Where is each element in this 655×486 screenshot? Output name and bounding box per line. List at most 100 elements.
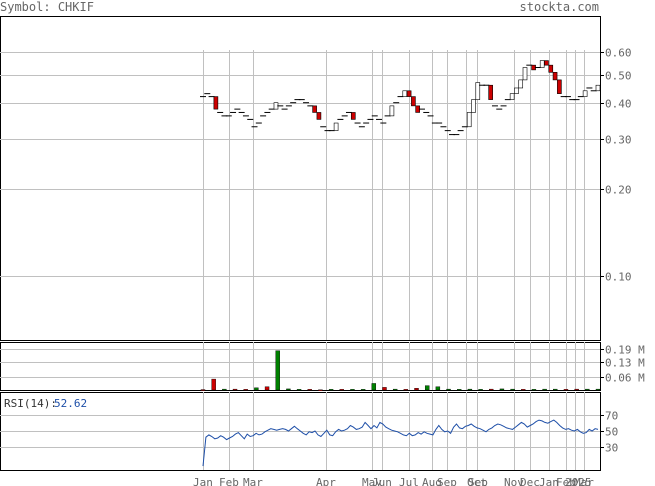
- price-candle: [333, 122, 339, 131]
- volume-bar: [286, 388, 291, 391]
- x-tick-label: Jun: [372, 476, 392, 486]
- price-candle: [475, 82, 481, 100]
- price-candle: [557, 79, 562, 94]
- price-candle: [389, 105, 395, 117]
- price-candle: [402, 90, 408, 97]
- volume-bar: [307, 389, 312, 391]
- price-candle: [544, 60, 549, 66]
- volume-y-tick-label: 0.19 M: [605, 344, 645, 357]
- price-y-tick-label: 0.60: [605, 47, 632, 60]
- price-y-tick-label: 0.30: [605, 134, 632, 147]
- price-y-tick-label: 0.20: [605, 184, 632, 197]
- x-tick-label: Apr: [316, 476, 336, 486]
- volume-bar: [264, 386, 270, 391]
- volume-bar: [489, 388, 494, 391]
- volume-bar: [211, 378, 216, 391]
- symbol-label: Symbol:: [0, 0, 51, 14]
- site-name[interactable]: stockta.com: [519, 0, 599, 14]
- price-candle: [582, 90, 588, 97]
- volume-bar: [457, 389, 462, 391]
- price-candle: [350, 112, 356, 120]
- volume-bar: [232, 388, 238, 391]
- price-candle: [316, 112, 322, 120]
- x-tick-label: Mar: [574, 476, 594, 486]
- volume-bar: [435, 386, 441, 391]
- x-tick-label: Jan: [539, 476, 559, 486]
- volume-bar: [243, 389, 248, 391]
- volume-bar: [328, 389, 334, 391]
- grid-lines: [0, 50, 604, 470]
- volume-bar: [563, 389, 569, 391]
- volume-bar: [350, 389, 355, 391]
- volume-bar: [446, 388, 451, 391]
- volume-bar: [531, 389, 537, 391]
- volume-bar: [542, 388, 547, 391]
- volume-bar: [200, 389, 206, 391]
- volume-y-tick-label: 0.06 M: [605, 372, 645, 385]
- x-tick-label: Sep: [468, 476, 488, 486]
- rsi-series: [202, 419, 599, 467]
- price-candle: [514, 87, 519, 94]
- price-candle: [312, 105, 317, 113]
- volume-bar: [414, 388, 419, 391]
- volume-bar: [392, 388, 398, 391]
- volume-y-tick-label: 0.13 M: [605, 357, 645, 370]
- price-candle: [488, 84, 493, 100]
- price-y-tick-label: 0.40: [605, 98, 632, 111]
- volume-bar: [403, 389, 409, 391]
- x-tick-label: Jul: [399, 476, 419, 486]
- x-tick-label: Feb: [556, 476, 576, 486]
- volume-bars: [200, 350, 601, 391]
- price-y-tick-label: 0.10: [605, 271, 632, 284]
- price-candle: [522, 67, 528, 81]
- price-y-tick-label: 0.50: [605, 70, 632, 83]
- x-tick-label: Jan: [193, 476, 213, 486]
- volume-bar: [499, 388, 505, 391]
- x-tick-label: Oct: [467, 476, 487, 486]
- price-candle: [411, 96, 416, 107]
- volume-bar: [275, 350, 280, 391]
- price-candles: [200, 60, 601, 136]
- price-candle: [509, 93, 515, 100]
- price-panel-frame: [0, 16, 601, 341]
- panel-frames: [0, 16, 601, 471]
- x-tick-label: 2025: [565, 476, 592, 486]
- price-candle: [518, 79, 524, 89]
- price-candle: [539, 60, 545, 68]
- x-tick-label: Dec: [520, 476, 540, 486]
- volume-bar: [424, 385, 430, 391]
- volume-bar: [467, 388, 473, 391]
- volume-bar: [595, 388, 601, 391]
- x-tick-label: Feb: [219, 476, 239, 486]
- volume-bar: [585, 388, 590, 391]
- x-tick-label: Nov: [504, 476, 524, 486]
- price-candle: [471, 99, 476, 113]
- volume-bar: [339, 389, 344, 391]
- price-candle: [213, 96, 219, 110]
- rsi-y-tick-label: 70: [605, 410, 618, 423]
- volume-bar: [574, 388, 579, 391]
- volume-bar: [478, 389, 483, 391]
- price-candle: [466, 112, 472, 128]
- volume-bar: [318, 389, 323, 391]
- rsi-y-tick-label: 30: [605, 442, 618, 455]
- volume-bar: [553, 388, 558, 391]
- volume-bar: [296, 389, 302, 391]
- rsi-y-tick-label: 50: [605, 426, 618, 439]
- symbol-value: CHKIF: [57, 0, 94, 14]
- x-tick-label: Mar: [243, 476, 263, 486]
- rsi-label: RSI(14):: [4, 397, 57, 410]
- volume-bar: [222, 388, 227, 391]
- volume-bar: [521, 389, 526, 391]
- x-tick-label: Sep: [437, 476, 457, 486]
- volume-bar: [382, 387, 387, 391]
- price-candle: [406, 90, 412, 97]
- symbol-header: Symbol: CHKIF: [0, 0, 94, 14]
- volume-bar: [254, 387, 259, 391]
- price-candle: [548, 64, 554, 73]
- x-tick-label: Aug: [422, 476, 442, 486]
- volume-bar: [510, 388, 515, 391]
- price-candle: [595, 84, 601, 92]
